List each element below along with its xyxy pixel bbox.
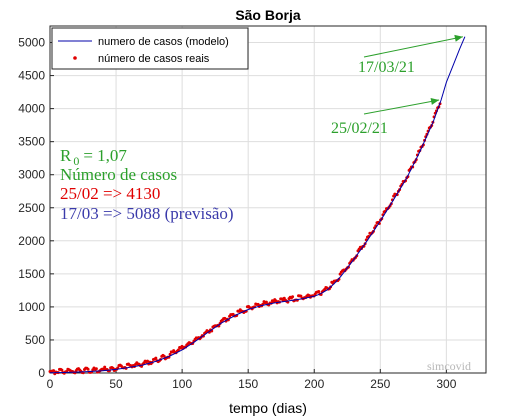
series-layer xyxy=(48,36,466,376)
real-data-point xyxy=(103,365,107,369)
x-tick-label: 150 xyxy=(238,377,258,391)
annotation-25-02: 25/02/21 xyxy=(331,120,388,137)
r0-subscript: 0 xyxy=(73,154,79,168)
annotation-arrow-line xyxy=(363,36,463,58)
y-tick-label: 5000 xyxy=(18,36,45,50)
x-axis-label: tempo (dias) xyxy=(229,400,307,416)
real-data-point xyxy=(162,354,166,358)
annotation-arrow-head xyxy=(454,34,463,42)
real-data-point xyxy=(86,367,90,371)
real-data-point xyxy=(111,366,115,370)
legend: numero de casos (modelo) número de casos… xyxy=(51,27,249,70)
casos-label: Número de casos xyxy=(60,165,177,184)
real-data-point xyxy=(223,316,227,320)
y-axis-ticks: 0 500 1000 1500 2000 2500 3000 3500 4000 4500 5000 xyxy=(18,36,54,380)
y-tick-label: 2000 xyxy=(18,234,45,248)
y-tick-label: 4500 xyxy=(18,69,45,83)
real-data-point xyxy=(176,348,180,352)
legend-swatch-real xyxy=(73,56,77,60)
x-tick-label: 250 xyxy=(370,377,390,391)
x-tick-label: 300 xyxy=(436,377,456,391)
y-tick-label: 3500 xyxy=(18,135,45,149)
legend-label-real: número de casos reais xyxy=(98,53,210,65)
y-tick-label: 1500 xyxy=(18,267,45,281)
y-tick-label: 2500 xyxy=(18,201,45,215)
y-tick-label: 500 xyxy=(25,333,45,347)
x-tick-label: 100 xyxy=(172,377,192,391)
legend-box xyxy=(51,27,249,70)
annotation-arrow-head xyxy=(430,98,440,105)
x-tick-label: 0 xyxy=(47,377,54,391)
legend-label-model: numero de casos (modelo) xyxy=(98,36,229,48)
x-tick-label: 200 xyxy=(304,377,324,391)
y-tick-label: 0 xyxy=(38,366,45,380)
chart-title: São Borja xyxy=(235,7,301,23)
y-tick-label: 4000 xyxy=(18,102,45,116)
annotation-arrow-line xyxy=(363,99,440,115)
plot-frame xyxy=(49,25,487,374)
real-data-point xyxy=(94,367,98,371)
series-model-line xyxy=(49,36,466,374)
x-tick-label: 50 xyxy=(109,377,123,391)
y-tick-label: 3000 xyxy=(18,168,45,182)
real-data-point xyxy=(60,368,64,372)
real-data-point xyxy=(146,359,150,363)
r0-label: R 0 = 1,07 xyxy=(60,146,127,168)
real-data-point xyxy=(291,295,295,299)
real-data-point xyxy=(154,356,158,360)
r0-symbol: R xyxy=(60,146,72,165)
annotation-17-03: 17/03/21 xyxy=(358,59,415,76)
y-tick-label: 1000 xyxy=(18,300,45,314)
real-data-point xyxy=(317,290,321,294)
forecast-line: 17/03 => 5088 (previsão) xyxy=(60,204,234,223)
watermark: simcovid xyxy=(427,359,471,373)
date-annotations: 17/03/21 25/02/21 xyxy=(331,34,463,137)
real-data-point xyxy=(264,300,268,304)
info-block: R 0 = 1,07 Número de casos 25/02 => 4130 1… xyxy=(60,146,234,223)
r0-value: = 1,07 xyxy=(83,146,127,165)
real-cases-line: 25/02 => 4130 xyxy=(60,184,160,203)
real-data-point xyxy=(52,369,56,373)
